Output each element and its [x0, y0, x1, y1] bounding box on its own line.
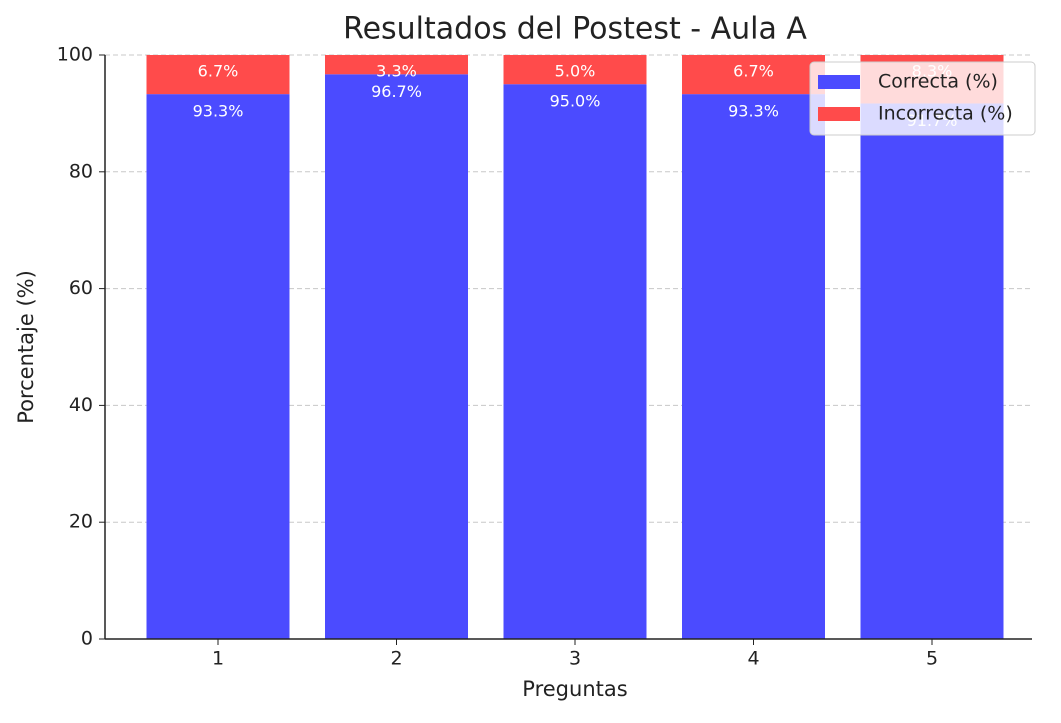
- y-tick-label: 80: [69, 160, 93, 182]
- y-tick-label: 100: [57, 44, 93, 66]
- data-label: 5.0%: [555, 62, 596, 81]
- legend-label: Correcta (%): [878, 71, 998, 93]
- bar-segment: [146, 94, 290, 640]
- bar-segment: [503, 84, 647, 639]
- x-tick-label: 4: [747, 648, 759, 670]
- bar-segment: [682, 55, 825, 95]
- bar-segment: [503, 55, 647, 85]
- data-label: 6.7%: [733, 62, 774, 81]
- data-label: 93.3%: [728, 102, 779, 121]
- x-tick-label: 5: [926, 648, 938, 670]
- data-label: 96.7%: [371, 82, 422, 101]
- x-tick-label: 2: [390, 648, 402, 670]
- y-tick-label: 0: [81, 628, 93, 650]
- x-tick-label: 3: [569, 648, 581, 670]
- data-label: 6.7%: [198, 62, 239, 81]
- x-axis-label: Preguntas: [522, 677, 627, 701]
- bar-segment: [682, 94, 825, 640]
- y-tick-label: 60: [69, 277, 93, 299]
- data-label: 3.3%: [376, 62, 417, 81]
- x-tick-label: 1: [212, 648, 224, 670]
- bar-segment: [860, 103, 1004, 640]
- chart-title: Resultados del Postest - Aula A: [343, 12, 807, 47]
- bar-segment: [146, 55, 290, 95]
- y-axis-label: Porcentaje (%): [14, 270, 38, 424]
- y-tick-label: 40: [69, 394, 93, 416]
- y-tick-label: 20: [69, 511, 93, 533]
- legend-box: [809, 61, 1036, 136]
- bar-segment: [325, 55, 468, 75]
- data-label: 93.3%: [193, 102, 244, 121]
- legend-swatch: [818, 107, 860, 121]
- legend-label: Incorrecta (%): [878, 103, 1013, 125]
- legend-swatch: [818, 75, 860, 89]
- bar-segment: [325, 74, 468, 640]
- data-label: 95.0%: [550, 92, 601, 111]
